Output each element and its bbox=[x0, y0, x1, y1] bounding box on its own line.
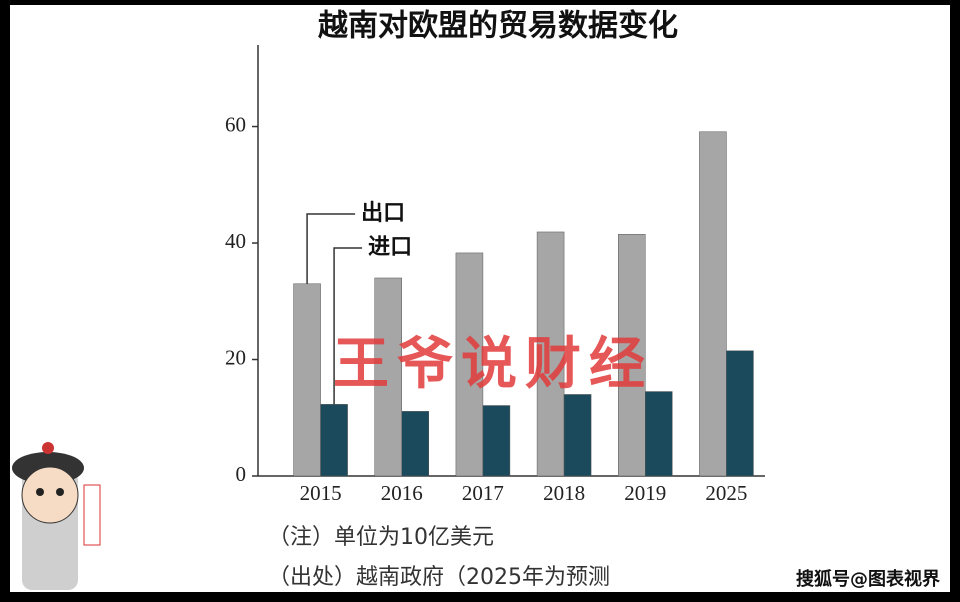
legend-leader bbox=[333, 247, 363, 405]
x-tick-label: 2017 bbox=[462, 481, 504, 505]
chart-title: 越南对欧盟的贸易数据变化 bbox=[318, 9, 678, 44]
legend-label: 进口 bbox=[368, 235, 412, 260]
bar bbox=[320, 404, 348, 477]
bar bbox=[726, 350, 754, 477]
legend-leader bbox=[306, 213, 356, 284]
bar bbox=[401, 411, 429, 477]
y-tick-label: 0 bbox=[236, 462, 247, 486]
bar bbox=[618, 234, 646, 477]
source-note: （出处）越南政府（2025年为预测 bbox=[268, 565, 610, 590]
bar bbox=[455, 252, 484, 477]
y-tick-label: 60 bbox=[225, 112, 246, 136]
credit: 搜狐号@图表视界 bbox=[796, 568, 940, 590]
legend-label: 出口 bbox=[361, 201, 405, 226]
x-tick-label: 2016 bbox=[381, 481, 423, 505]
x-tick-label: 2025 bbox=[705, 481, 747, 505]
note: （注）单位为10亿美元 bbox=[268, 525, 494, 550]
y-tick-label: 40 bbox=[225, 229, 246, 253]
bar bbox=[563, 394, 592, 477]
bar bbox=[482, 405, 511, 477]
x-tick-label: 2018 bbox=[543, 481, 585, 505]
bar bbox=[645, 391, 673, 477]
x-tick-label: 2015 bbox=[300, 481, 342, 505]
x-tick-label: 2019 bbox=[624, 481, 666, 505]
bar bbox=[536, 231, 565, 477]
bar bbox=[699, 131, 727, 477]
bar bbox=[293, 283, 321, 477]
mascot bbox=[12, 442, 101, 590]
watermark: 王爷说财经 bbox=[333, 332, 653, 397]
y-tick-label: 20 bbox=[225, 345, 246, 369]
bar bbox=[374, 277, 402, 477]
